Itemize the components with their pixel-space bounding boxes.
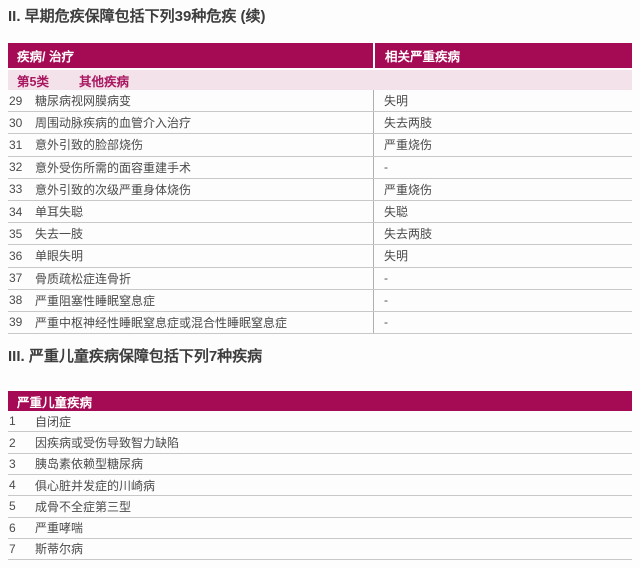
row-number: 7 [9, 541, 16, 556]
disease-name: 严重哮喘 [35, 521, 84, 536]
disease-name: 因疾病或受伤导致智力缺陷 [35, 436, 180, 450]
table-row: 5 成骨不全症第三型 [8, 496, 632, 518]
row-number: 29 [9, 93, 23, 108]
related-disease-cell: 失聪 [373, 200, 632, 223]
section-iii-title: III. 严重儿童疾病保障包括下列7种疾病 [8, 348, 263, 366]
related-disease-cell: - [373, 311, 632, 334]
disease-cell: 34 单耳失聪 [8, 201, 373, 222]
disease-cell: 30 周围动脉疾病的血管介入治疗 [8, 112, 373, 133]
disease-name: 单眼失明 [35, 249, 84, 264]
related-disease-cell: 失明 [373, 90, 632, 112]
disease-cell: 37 骨质疏松症连骨折 [8, 268, 373, 289]
table-row: 35 失去一肢 失去两肢 [8, 223, 632, 246]
row-number: 31 [9, 137, 23, 152]
child-illness-table-body: 1 自闭症 2 因疾病或受伤导致智力缺陷 3 胰岛素依赖型糖尿病 4 俱心脏并发… [8, 411, 632, 561]
row-number: 2 [9, 435, 16, 450]
row-number: 35 [9, 226, 23, 241]
disease-cell: 29 糖尿病视网膜病变 [8, 90, 373, 111]
table-row: 32 意外受伤所需的面容重建手术 - [8, 156, 632, 179]
disease-name: 意外引致的次级严重身体烧伤 [35, 182, 192, 197]
related-disease-cell: 失明 [373, 245, 632, 267]
disease-name: 俱心脏并发症的川崎病 [35, 478, 156, 493]
disease-name: 严重阻塞性睡眠窒息症 [35, 293, 156, 308]
table-row: 3 胰岛素依赖型糖尿病 [8, 454, 632, 475]
row-number: 33 [9, 182, 23, 197]
row-number: 30 [9, 115, 23, 130]
disease-name: 意外引致的脸部烧伤 [35, 138, 144, 153]
disease-cell: 36 单眼失明 [8, 245, 373, 266]
category-name: 其他疾病 [78, 74, 129, 89]
row-number: 6 [9, 520, 16, 535]
child-illness-table-header: 严重儿童疾病 [8, 391, 632, 412]
disease-name: 骨质疏松症连骨折 [35, 271, 132, 286]
category-label: 第5类 [17, 74, 49, 89]
column-header-related-severe-disease: 相关严重疾病 [373, 43, 632, 68]
early-illness-table-header-row: 疾病/ 治疗 相关严重疾病 [8, 43, 632, 68]
related-disease-cell: 严重烧伤 [373, 134, 632, 156]
row-number: 37 [9, 271, 23, 286]
disease-cell: 31 意外引致的脸部烧伤 [8, 134, 373, 155]
row-number: 4 [9, 478, 16, 493]
disease-name: 失去一肢 [35, 227, 84, 242]
related-disease-cell: - [373, 267, 632, 289]
disease-name: 单耳失聪 [35, 205, 84, 220]
table-row: 4 俱心脏并发症的川崎病 [8, 475, 632, 497]
table-row: 33 意外引致的次级严重身体烧伤 严重烧伤 [8, 178, 632, 201]
table-row: 39 严重中枢神经性睡眠窒息症或混合性睡眠窒息症 - [8, 311, 632, 335]
table-row: 7 斯蒂尔病 [8, 539, 632, 561]
table-row: 36 单眼失明 失明 [8, 245, 632, 268]
related-disease-cell: 严重烧伤 [373, 178, 632, 200]
disease-cell: 35 失去一肢 [8, 223, 373, 244]
row-number: 38 [9, 293, 23, 308]
table-row: 31 意外引致的脸部烧伤 严重烧伤 [8, 134, 632, 157]
disease-cell: 33 意外引致的次级严重身体烧伤 [8, 179, 373, 200]
disease-name: 胰岛素依赖型糖尿病 [35, 457, 144, 472]
disease-name: 周围动脉疾病的血管介入治疗 [35, 116, 192, 131]
table-row: 6 严重哮喘 [8, 518, 632, 539]
disease-cell: 32 意外受伤所需的面容重建手术 [8, 157, 373, 178]
early-illness-table-body: 29 糖尿病视网膜病变 失明 30 周围动脉疾病的血管介入治疗 失去两肢 31 … [8, 90, 632, 335]
related-disease-cell: - [373, 156, 632, 178]
disease-name: 斯蒂尔病 [35, 542, 84, 557]
table-row: 30 周围动脉疾病的血管介入治疗 失去两肢 [8, 112, 632, 135]
disease-cell: 38 严重阻塞性睡眠窒息症 [8, 290, 373, 311]
disease-name: 严重中枢神经性睡眠窒息症或混合性睡眠窒息症 [35, 315, 288, 330]
row-number: 34 [9, 204, 23, 219]
related-disease-cell: - [373, 289, 632, 311]
table-row: 2 因疾病或受伤导致智力缺陷 [8, 432, 632, 454]
related-disease-cell: 失去两肢 [373, 223, 632, 245]
disease-name: 意外受伤所需的面容重建手术 [35, 160, 192, 175]
table-row: 38 严重阻塞性睡眠窒息症 - [8, 289, 632, 312]
row-number: 5 [9, 499, 16, 514]
row-number: 36 [9, 248, 23, 263]
table-row: 37 骨质疏松症连骨折 - [8, 267, 632, 290]
table-row: 29 糖尿病视网膜病变 失明 [8, 90, 632, 113]
column-header-disease-treatment: 疾病/ 治疗 [17, 50, 74, 64]
row-number: 1 [9, 414, 16, 429]
table-row: 34 单耳失聪 失聪 [8, 200, 632, 224]
disease-cell: 39 严重中枢神经性睡眠窒息症或混合性睡眠窒息症 [8, 312, 373, 333]
disease-name: 自闭症 [35, 414, 72, 429]
disease-name: 成骨不全症第三型 [35, 499, 132, 514]
section-ii-title: II. 早期危疾保障包括下列39种危疾 (续) [8, 8, 266, 25]
disease-name: 糖尿病视网膜病变 [35, 94, 132, 109]
category-5-row: 第5类 其他疾病 [8, 70, 632, 90]
related-disease-cell: 失去两肢 [373, 112, 632, 134]
row-number: 39 [9, 315, 23, 330]
table-row: 1 自闭症 [8, 411, 632, 433]
row-number: 32 [9, 160, 23, 175]
row-number: 3 [9, 456, 16, 471]
